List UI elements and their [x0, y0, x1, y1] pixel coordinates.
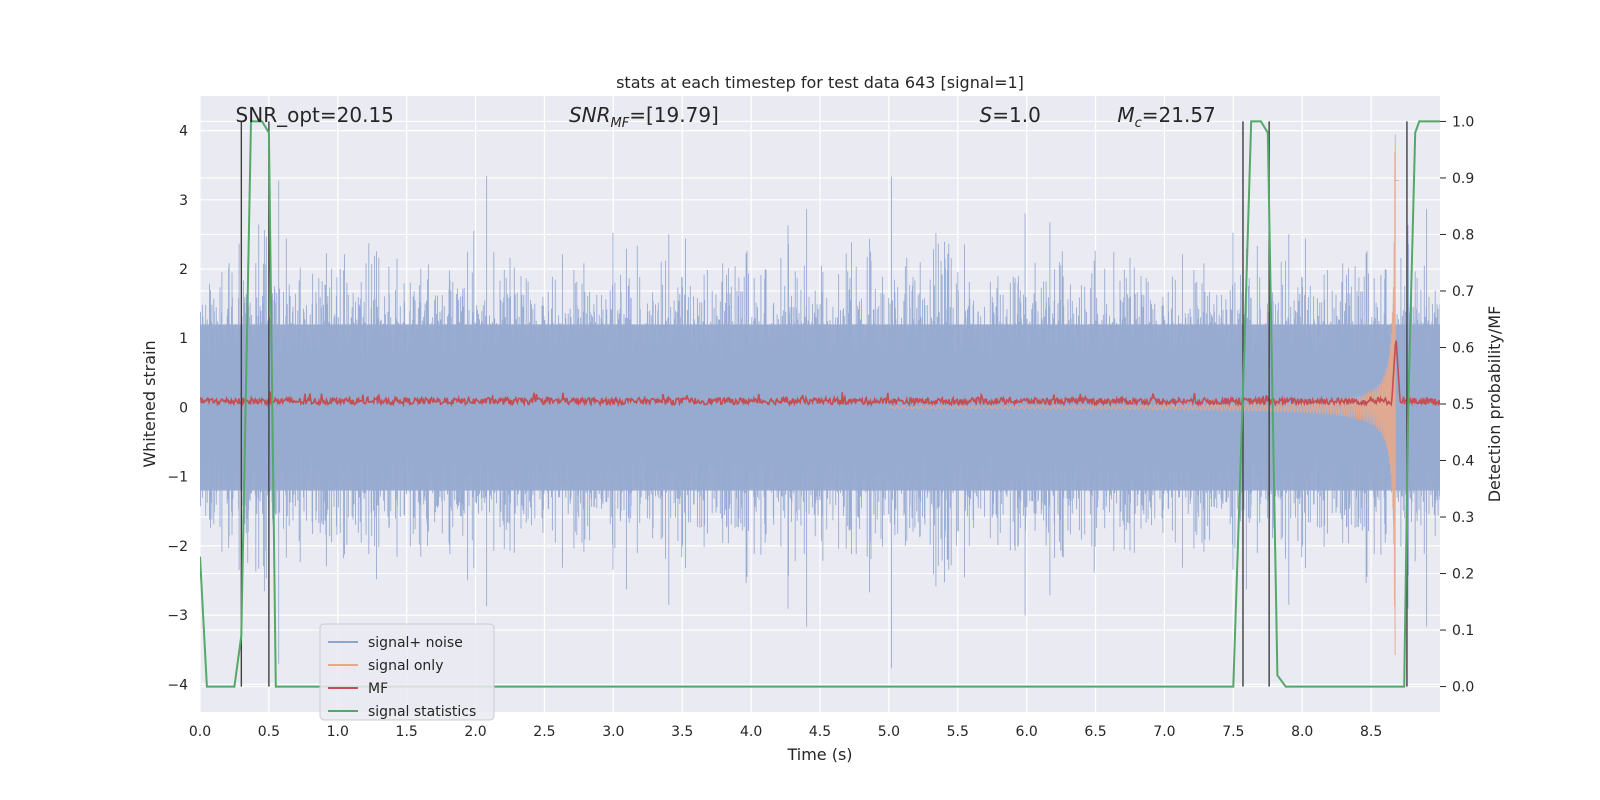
signal-statistics-series — [200, 120, 1440, 688]
y-axis-label: Whitened strain — [140, 340, 159, 467]
x-tick-label-14: 7.0 — [1153, 724, 1175, 740]
x-tick-label-3: 1.5 — [396, 724, 418, 740]
x-tick-label-5: 2.5 — [533, 724, 555, 740]
annotation-snr-mf: SNRMF=[19.79] — [569, 103, 719, 131]
y-tick-label-5: −1 — [167, 470, 188, 486]
annotation-s-value: S=1.0 — [980, 103, 1041, 127]
y2-tick-label-7: 0.3 — [1452, 510, 1474, 526]
x-axis-label: Time (s) — [786, 745, 852, 764]
y-tick-label-6: −2 — [167, 539, 188, 555]
x-axis-ticks: 0.0 0.5 1.0 1.5 2.0 2.5 3.0 3.5 4.0 4.5 5.0 5.5 6.0 6… — [189, 724, 1382, 740]
annotation-snr-opt: SNR_opt=20.15 — [236, 103, 394, 127]
x-tick-label-6: 3.0 — [602, 724, 624, 740]
y2-axis-ticks: 1.0 0.9 0.8 0.7 0.6 0.5 0.4 0.3 0.2 0.1 0.0 — [1440, 114, 1474, 696]
legend-label-2: MF — [368, 681, 388, 697]
x-tick-label-7: 3.5 — [671, 724, 693, 740]
y-axis-ticks: 4 3 2 1 0 −1 −2 −3 −4 — [167, 124, 188, 694]
y-tick-label-8: −4 — [167, 677, 188, 693]
legend-box — [319, 623, 495, 721]
x-tick-label-11: 5.5 — [947, 724, 969, 740]
y-tick-label-4: 0 — [179, 400, 188, 416]
x-tick-label-0: 0.0 — [189, 724, 211, 740]
mf-line — [200, 340, 1440, 408]
signal-plus-noise-series — [200, 175, 1440, 669]
mf-series — [200, 340, 1440, 408]
y2-tick-label-1: 0.9 — [1452, 171, 1474, 187]
y-tick-label-0: 4 — [179, 124, 188, 140]
y2-tick-label-3: 0.7 — [1452, 284, 1474, 300]
y-tick-label-1: 3 — [179, 193, 188, 209]
x-tick-label-8: 4.0 — [740, 724, 762, 740]
y2-tick-label-8: 0.2 — [1452, 567, 1474, 583]
signal-plus-noise-core — [200, 324, 1440, 491]
signal-only-series — [888, 134, 1399, 656]
x-tick-label-1: 0.5 — [258, 724, 280, 740]
y-tick-label-2: 2 — [179, 262, 188, 278]
annotation-mc-value: Mc=21.57 — [1117, 103, 1215, 131]
y2-axis-label: Detection probability/MF — [1485, 306, 1504, 503]
x-tick-label-17: 8.5 — [1360, 724, 1382, 740]
x-tick-label-15: 7.5 — [1222, 724, 1244, 740]
y-tick-label-7: −3 — [167, 608, 188, 624]
legend: signal+ noise signal only MF signal statist… — [319, 623, 495, 721]
chart-title: stats at each timestep for test data 643… — [616, 73, 1024, 92]
legend-label-3: signal statistics — [368, 704, 476, 720]
x-tick-label-4: 2.0 — [464, 724, 486, 740]
annotations: SNR_opt=20.15 SNRMF=[19.79] S=1.0 Mc=21.57 — [236, 103, 1216, 131]
y2-tick-label-9: 0.1 — [1452, 623, 1474, 639]
legend-label-1: signal only — [368, 658, 443, 674]
y2-tick-label-6: 0.4 — [1452, 454, 1474, 470]
x-tick-label-13: 6.5 — [1084, 724, 1106, 740]
y2-tick-label-0: 1.0 — [1452, 114, 1474, 130]
x-tick-label-9: 4.5 — [809, 724, 831, 740]
signal-only-line — [888, 134, 1399, 656]
y2-tick-label-10: 0.0 — [1452, 680, 1474, 696]
x-tick-label-10: 5.0 — [878, 724, 900, 740]
signal-statistics-line — [200, 120, 1440, 688]
y2-tick-label-2: 0.8 — [1452, 227, 1474, 243]
y2-tick-label-5: 0.5 — [1452, 397, 1474, 413]
legend-label-0: signal+ noise — [368, 635, 463, 651]
y2-tick-label-4: 0.6 — [1452, 340, 1474, 356]
x-tick-label-12: 6.0 — [1016, 724, 1038, 740]
y-tick-label-3: 1 — [179, 331, 188, 347]
x-tick-label-2: 1.0 — [327, 724, 349, 740]
x-tick-label-16: 8.0 — [1291, 724, 1313, 740]
